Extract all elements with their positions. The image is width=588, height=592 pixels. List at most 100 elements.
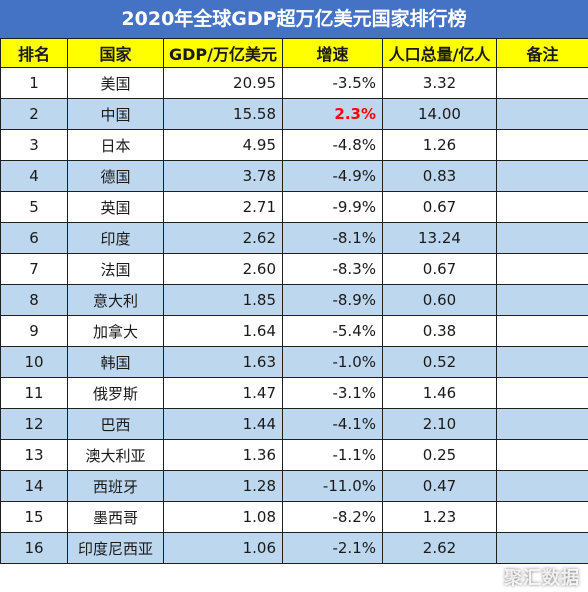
cell-population: 1.23 [382, 501, 497, 533]
cell-growth: 2.3% [282, 98, 383, 130]
cell-country: 巴西 [67, 408, 164, 440]
cell-note [496, 346, 588, 378]
cell-population: 0.60 [382, 284, 497, 316]
cell-rank: 13 [0, 439, 68, 471]
cell-note [496, 470, 588, 502]
cell-note [496, 315, 588, 347]
table-row: 5 英国 2.71 -9.9% 0.67 [0, 191, 588, 223]
cell-rank: 2 [0, 98, 68, 130]
table-row: 14 西班牙 1.28 -11.0% 0.47 [0, 470, 588, 502]
cell-country: 加拿大 [67, 315, 164, 347]
cell-rank: 15 [0, 501, 68, 533]
cell-population: 0.52 [382, 346, 497, 378]
cell-rank: 9 [0, 315, 68, 347]
header-country: 国家 [67, 38, 164, 68]
cell-rank: 4 [0, 160, 68, 192]
cell-population: 0.83 [382, 160, 497, 192]
cell-growth: -11.0% [282, 470, 383, 502]
table-row: 4 德国 3.78 -4.9% 0.83 [0, 160, 588, 192]
cell-population: 2.10 [382, 408, 497, 440]
cell-country: 法国 [67, 253, 164, 285]
cell-population: 13.24 [382, 222, 497, 254]
cell-country: 澳大利亚 [67, 439, 164, 471]
table-row: 3 日本 4.95 -4.8% 1.26 [0, 129, 588, 161]
table-row: 13 澳大利亚 1.36 -1.1% 0.25 [0, 439, 588, 471]
cell-growth: -8.2% [282, 501, 383, 533]
cell-note [496, 439, 588, 471]
table-row: 12 巴西 1.44 -4.1% 2.10 [0, 408, 588, 440]
gdp-ranking-table: 排名 国家 GDP/万亿美元 增速 人口总量/亿人 备注 1 美国 20.95 -3.… [0, 38, 588, 564]
cell-gdp: 1.06 [163, 532, 283, 564]
cell-gdp: 1.36 [163, 439, 283, 471]
cell-population: 14.00 [382, 98, 497, 130]
cell-note [496, 253, 588, 285]
cell-country: 中国 [67, 98, 164, 130]
cell-note [496, 501, 588, 533]
cell-note [496, 222, 588, 254]
cell-country: 意大利 [67, 284, 164, 316]
header-note: 备注 [496, 38, 588, 68]
cell-population: 0.67 [382, 191, 497, 223]
cell-growth: -8.1% [282, 222, 383, 254]
cell-gdp: 3.78 [163, 160, 283, 192]
cell-rank: 1 [0, 67, 68, 99]
table-row: 1 美国 20.95 -3.5% 3.32 [0, 67, 588, 99]
cell-note [496, 67, 588, 99]
table-row: 15 墨西哥 1.08 -8.2% 1.23 [0, 501, 588, 533]
cell-country: 印度尼西亚 [67, 532, 164, 564]
cell-gdp: 2.62 [163, 222, 283, 254]
table-row: 8 意大利 1.85 -8.9% 0.60 [0, 284, 588, 316]
table-row: 16 印度尼西亚 1.06 -2.1% 2.62 [0, 532, 588, 564]
cell-population: 0.25 [382, 439, 497, 471]
table-title: 2020年全球GDP超万亿美元国家排行榜 [0, 0, 588, 39]
cell-country: 德国 [67, 160, 164, 192]
table-row: 6 印度 2.62 -8.1% 13.24 [0, 222, 588, 254]
cell-gdp: 1.47 [163, 377, 283, 409]
cell-country: 韩国 [67, 346, 164, 378]
cell-gdp: 1.63 [163, 346, 283, 378]
cell-growth: -2.1% [282, 532, 383, 564]
table-body: 1 美国 20.95 -3.5% 3.32 2 中国 15.58 2.3% 14.00 3 日本 4.9… [0, 67, 588, 564]
cell-gdp: 1.64 [163, 315, 283, 347]
cell-gdp: 4.95 [163, 129, 283, 161]
cell-rank: 6 [0, 222, 68, 254]
cell-note [496, 129, 588, 161]
cell-population: 1.46 [382, 377, 497, 409]
cell-gdp: 2.60 [163, 253, 283, 285]
watermark: 聚汇数据 [504, 568, 580, 589]
header-population: 人口总量/亿人 [382, 38, 497, 68]
cell-rank: 16 [0, 532, 68, 564]
cell-gdp: 20.95 [163, 67, 283, 99]
cell-growth: -8.9% [282, 284, 383, 316]
cell-rank: 12 [0, 408, 68, 440]
cell-country: 墨西哥 [67, 501, 164, 533]
cell-growth: -4.8% [282, 129, 383, 161]
cell-gdp: 15.58 [163, 98, 283, 130]
cell-growth: -1.1% [282, 439, 383, 471]
cell-gdp: 2.71 [163, 191, 283, 223]
cell-note [496, 160, 588, 192]
cell-note [496, 191, 588, 223]
cell-country: 印度 [67, 222, 164, 254]
header-gdp: GDP/万亿美元 [163, 38, 283, 68]
cell-gdp: 1.44 [163, 408, 283, 440]
cell-rank: 11 [0, 377, 68, 409]
table-row: 11 俄罗斯 1.47 -3.1% 1.46 [0, 377, 588, 409]
header-row: 排名 国家 GDP/万亿美元 增速 人口总量/亿人 备注 [0, 38, 588, 68]
cell-note [496, 377, 588, 409]
cell-rank: 10 [0, 346, 68, 378]
cell-growth: -4.1% [282, 408, 383, 440]
cell-country: 西班牙 [67, 470, 164, 502]
cell-note [496, 284, 588, 316]
cell-gdp: 1.85 [163, 284, 283, 316]
table-row: 7 法国 2.60 -8.3% 0.67 [0, 253, 588, 285]
cell-rank: 14 [0, 470, 68, 502]
cell-gdp: 1.28 [163, 470, 283, 502]
cell-population: 0.47 [382, 470, 497, 502]
cell-population: 1.26 [382, 129, 497, 161]
cell-growth: -9.9% [282, 191, 383, 223]
cell-population: 0.67 [382, 253, 497, 285]
cell-population: 2.62 [382, 532, 497, 564]
cell-growth: -8.3% [282, 253, 383, 285]
cell-population: 0.38 [382, 315, 497, 347]
